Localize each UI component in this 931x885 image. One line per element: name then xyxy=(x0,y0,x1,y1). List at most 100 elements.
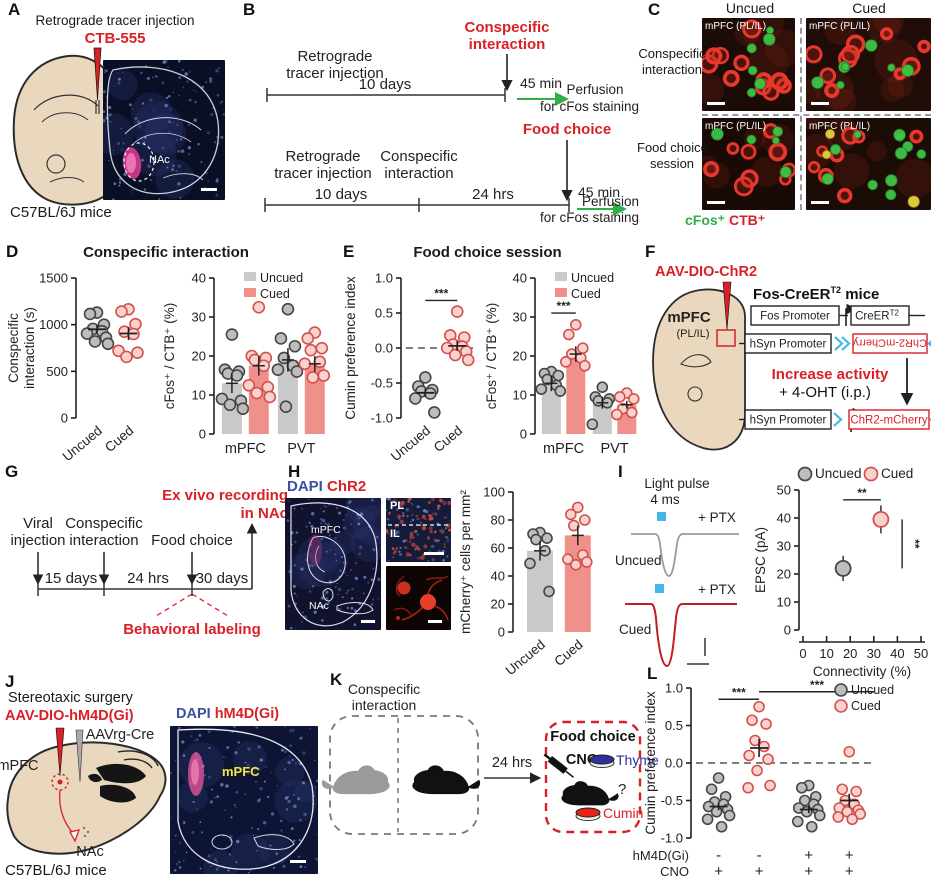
panel-f: F AAV-DIO-ChR2 mPFC (PL/IL) Fos-CreERT2 … xyxy=(645,242,931,460)
svg-text:0: 0 xyxy=(520,427,527,442)
chr2-label: ChR2 xyxy=(327,478,367,495)
svg-text:mPFC: mPFC xyxy=(667,309,711,326)
svg-text:for cFos staining: for cFos staining xyxy=(540,210,639,225)
svg-text:AAV-DIO-ChR2: AAV-DIO-ChR2 xyxy=(655,264,757,280)
nac-fluorescence-image: NAc xyxy=(103,60,225,200)
mpfc-image-label: mPFC xyxy=(222,764,260,779)
panel-l-label: L xyxy=(647,664,658,683)
col-header-cued: Cued xyxy=(852,0,886,16)
svg-text:***: *** xyxy=(557,299,571,313)
svg-text:(PL/IL): (PL/IL) xyxy=(676,328,709,340)
svg-text:Cued: Cued xyxy=(571,287,601,301)
svg-text:0: 0 xyxy=(61,411,68,426)
svg-text:30: 30 xyxy=(867,646,881,661)
svg-text:0.0: 0.0 xyxy=(375,341,393,356)
svg-text:CNO: CNO xyxy=(660,864,689,879)
inverted-chr2-label: ChR2-mCherry xyxy=(853,337,927,349)
micro-image-label: mPFC (PL/IL) xyxy=(705,121,767,132)
mcherry-neurons-image xyxy=(386,566,451,630)
axon-terminal-icon xyxy=(69,829,81,843)
epsc-traces: Light pulse 4 ms + PTX Uncued + PTX Cued xyxy=(615,476,739,668)
svg-text:Fos-CreERT2 mice: Fos-CreERT2 mice xyxy=(753,285,879,303)
svg-text:mCherry⁺ cells per mm²: mCherry⁺ cells per mm² xyxy=(458,490,473,634)
micro-conspecific-uncued: mPFC (PL/IL) xyxy=(702,18,795,111)
svg-text:Cued: Cued xyxy=(102,423,136,455)
svg-text:45 min: 45 min xyxy=(520,75,562,91)
fos-creer-construct-diagram: AAV-DIO-ChR2 mPFC (PL/IL) Fos-CreERT2 mi… xyxy=(652,264,931,451)
panel-h-label: H xyxy=(288,462,301,481)
scale-bar xyxy=(201,188,217,191)
svg-text:-1.0: -1.0 xyxy=(371,411,393,426)
svg-text:tracer injection: tracer injection xyxy=(286,65,384,82)
panel-j-label: J xyxy=(5,672,15,691)
svg-text:0.5: 0.5 xyxy=(665,718,683,733)
syringe-icon xyxy=(543,753,574,778)
svg-text:?: ? xyxy=(618,781,626,798)
dapi-label: DAPI xyxy=(287,478,323,495)
svg-text:15 days: 15 days xyxy=(45,570,98,587)
svg-text:hSyn Promoter: hSyn Promoter xyxy=(750,415,827,427)
panel-d: D Conspecific interaction 0 500 1000 1500 Co… xyxy=(0,242,332,464)
mpfc-fluorescence-image: mPFC xyxy=(170,726,318,874)
svg-text:Uncued: Uncued xyxy=(60,423,105,464)
svg-text:24 hrs: 24 hrs xyxy=(127,570,169,587)
panel-a-label: A xyxy=(8,0,21,19)
svg-text:interaction: interaction xyxy=(69,532,138,549)
svg-text:100: 100 xyxy=(483,485,505,500)
panel-e-title: Food choice session xyxy=(413,244,562,261)
svg-text:20: 20 xyxy=(843,646,857,661)
black-mouse-icon xyxy=(561,781,619,806)
svg-text:Cued: Cued xyxy=(619,622,651,637)
micro-conspecific-cued: mPFC (PL/IL) xyxy=(806,18,931,111)
behavior-schematic: Conspecific interaction 24 hrs Food choi… xyxy=(321,681,659,835)
ctb-legend: CTB⁺ xyxy=(728,212,766,228)
svg-text:30: 30 xyxy=(192,310,206,325)
svg-text:60: 60 xyxy=(491,541,505,556)
lox-site-icon xyxy=(833,412,843,427)
cued-trace xyxy=(625,603,737,668)
svg-text:+: + xyxy=(804,847,813,864)
virus-label: AAV-DIO-hM4D(Gi) xyxy=(5,708,134,724)
svg-text:***: *** xyxy=(434,286,448,300)
svg-text:Conspecific: Conspecific xyxy=(65,515,143,532)
panel-e: E Food choice session 1.0 0.5 0.0 -0.5 -1.0 C… xyxy=(335,242,640,464)
svg-text:Increase activity: Increase activity xyxy=(772,366,889,383)
micro-image-label: mPFC (PL/IL) xyxy=(809,21,871,32)
svg-text:24 hrs: 24 hrs xyxy=(472,186,514,203)
injection-needle-icon xyxy=(722,281,732,331)
svg-text:0.0: 0.0 xyxy=(665,756,683,771)
svg-text:Conspecific: Conspecific xyxy=(6,313,21,383)
row-label-conspecific-2: interaction xyxy=(642,62,702,77)
svg-text:40: 40 xyxy=(513,271,527,286)
panel-c-label: C xyxy=(648,0,661,19)
panel-k-label: K xyxy=(330,670,343,689)
svg-text:10 days: 10 days xyxy=(359,76,412,93)
cumin-preference-chart: 1.0 0.5 0.0 -0.5 -1.0 Cumin preference index U… xyxy=(343,271,477,464)
panel-b-label: B xyxy=(243,0,256,19)
svg-text:for cFos staining: for cFos staining xyxy=(540,99,639,114)
svg-text:interaction: interaction xyxy=(352,697,417,713)
mouse-line-label: C57BL/6J mice xyxy=(5,862,107,879)
panel-g: G Ex vivo recording in NAc Viral injecti… xyxy=(0,462,290,662)
svg-text:1000: 1000 xyxy=(39,317,68,332)
svg-text:40: 40 xyxy=(777,511,791,526)
svg-text:50: 50 xyxy=(914,646,928,661)
svg-text:Perfusion: Perfusion xyxy=(566,82,623,97)
aav-needle-icon xyxy=(55,727,65,777)
svg-text:Cued: Cued xyxy=(851,699,881,713)
svg-text:Behavioral labeling: Behavioral labeling xyxy=(123,621,261,638)
svg-text:mPFC: mPFC xyxy=(225,441,266,457)
svg-text:EPSC (pA): EPSC (pA) xyxy=(753,527,768,593)
svg-text:Food choice: Food choice xyxy=(151,532,233,549)
svg-text:interaction: interaction xyxy=(384,165,453,182)
svg-text:80: 80 xyxy=(491,513,505,528)
svg-text:NAc: NAc xyxy=(76,844,103,860)
cumin-dish-icon xyxy=(575,807,601,821)
conspecific-time-chart: 0 500 1000 1500 Conspecific interaction (s) Un… xyxy=(6,271,144,464)
svg-text:500: 500 xyxy=(46,364,68,379)
svg-text:ChR2-mCherry: ChR2-mCherry xyxy=(850,415,928,427)
svg-text:30: 30 xyxy=(513,310,527,325)
svg-text:+: + xyxy=(804,863,813,880)
svg-text:Uncued: Uncued xyxy=(260,271,303,285)
scale-bar xyxy=(428,620,442,623)
